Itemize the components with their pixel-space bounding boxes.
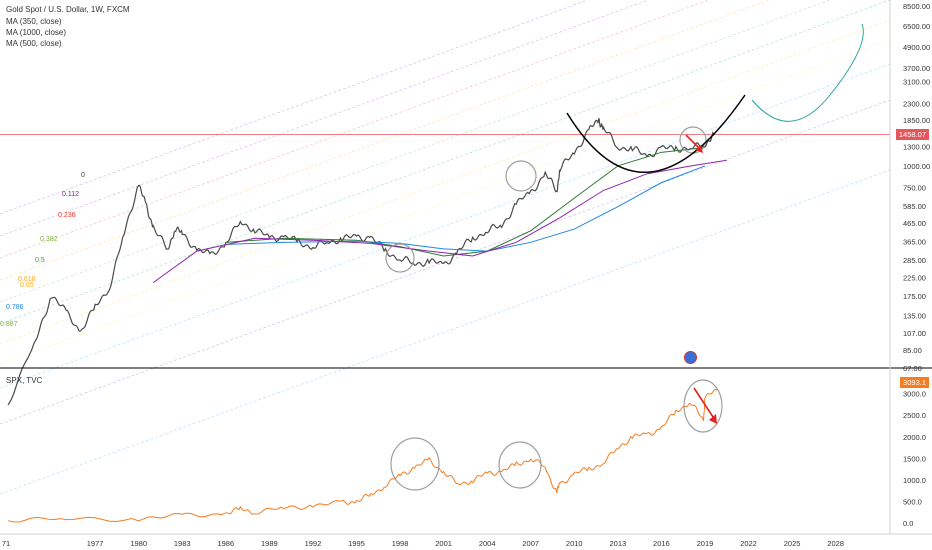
gold-y-tick-label: 175.00 <box>903 292 926 301</box>
x-tick-label: 1998 <box>392 539 409 548</box>
fib-channel-line <box>0 169 891 495</box>
x-tick-label: 1983 <box>174 539 191 548</box>
x-tick-label: 1989 <box>261 539 278 548</box>
spx-y-tick-label: 1000.0 <box>903 476 926 485</box>
gold-y-tick-label: 85.00 <box>903 346 922 355</box>
fib-level-label: 0.382 <box>40 236 58 243</box>
gold-y-tick-label: 3100.00 <box>903 77 930 86</box>
down-arrow-head <box>695 145 703 153</box>
x-tick-label: 2016 <box>653 539 670 548</box>
spx-panel <box>7 379 723 523</box>
fib-channel-line <box>0 0 831 303</box>
annotation-circle <box>390 437 440 491</box>
fib-level-label: 0.112 <box>62 191 79 198</box>
x-tick-label: 2007 <box>522 539 539 548</box>
annotation-circle <box>498 441 542 489</box>
down-arrow-head <box>709 414 717 424</box>
fib-level-label: 0.618 <box>18 276 36 283</box>
x-tick-label: 1995 <box>348 539 365 548</box>
gold-y-tick-label: 1850.00 <box>903 116 930 125</box>
gold-y-tick-label: 3700.00 <box>903 64 930 73</box>
rounding-bottom-curve <box>566 94 746 174</box>
fib-channel-line <box>0 63 891 389</box>
annotation-circle <box>385 243 415 273</box>
gold-y-tick-label: 1300.00 <box>903 142 930 151</box>
fib-channel-line <box>0 0 650 237</box>
gold-chart-title: Gold Spot / U.S. Dollar, 1W, FXCM <box>6 5 130 14</box>
gold-y-tick-label: 285.00 <box>903 256 926 265</box>
gold-y-tick-label: 1000.00 <box>903 162 930 171</box>
spx-y-tick-label: 3000.0 <box>903 390 926 399</box>
legend-ma-1000: MA (1000, close) <box>6 28 67 37</box>
x-tick-label: 71 <box>2 539 10 548</box>
fib-channel-line <box>0 0 891 325</box>
gold-y-tick-label: 8500.00 <box>903 2 930 11</box>
moving-average-line <box>152 159 727 284</box>
spx-last-price-tag: 3093.1 <box>900 377 929 388</box>
spx-chart-title: SPX, TVC <box>6 376 43 385</box>
fib-level-label: 0.236 <box>58 212 76 219</box>
spx-y-tick-label: 2500.0 <box>903 411 926 420</box>
x-tick-label: 2010 <box>566 539 583 548</box>
spx-y-tick-label: 2000.0 <box>903 433 926 442</box>
gold-y-tick-label: 2300.00 <box>903 100 930 109</box>
x-tick-label: 2022 <box>740 539 757 548</box>
legend-ma-350: MA (350, close) <box>6 17 62 26</box>
x-tick-label: 2001 <box>435 539 452 548</box>
legend-ma-500: MA (500, close) <box>6 39 62 48</box>
fib-channel-line <box>0 99 891 425</box>
fib-channel-line <box>0 0 589 215</box>
annotation-circle <box>505 160 537 192</box>
fib-level-label: 0.5 <box>35 257 45 264</box>
gold-y-tick-label: 225.00 <box>903 273 926 282</box>
spx-y-tick-label: 0.0 <box>903 519 913 528</box>
x-tick-label: 1986 <box>217 539 234 548</box>
gold-panel <box>0 23 890 406</box>
fib-level-label: 0 <box>81 172 85 179</box>
fib-channel-line <box>0 39 891 365</box>
gold-y-tick-label: 4900.00 <box>903 43 930 52</box>
spx-y-tick-label: 1500.0 <box>903 454 926 463</box>
x-tick-label: 2028 <box>827 539 844 548</box>
fib-level-label: 0.65 <box>20 282 34 289</box>
gold-y-tick-label: 107.00 <box>903 329 926 338</box>
fib-channel-line <box>0 0 710 259</box>
x-tick-label: 2013 <box>609 539 626 548</box>
event-flag-icon[interactable] <box>684 351 697 364</box>
fib-channel-line <box>0 19 891 345</box>
x-tick-label: 2004 <box>479 539 496 548</box>
x-tick-label: 2025 <box>784 539 801 548</box>
gold-y-tick-label: 750.00 <box>903 183 926 192</box>
fib-level-label: 0.887 <box>0 321 18 328</box>
annotation-circle <box>683 379 723 433</box>
x-tick-label: 1977 <box>87 539 104 548</box>
fib-channel-line <box>0 0 771 281</box>
projection-curve <box>751 23 864 122</box>
spx-y-tick-label: 500.0 <box>903 498 922 507</box>
gold-y-tick-label: 6500.00 <box>903 22 930 31</box>
gold-y-tick-label: 135.00 <box>903 312 926 321</box>
x-tick-label: 1980 <box>130 539 147 548</box>
gold-last-price-tag: 1458.07 <box>895 129 929 140</box>
spx-price-series <box>7 388 719 523</box>
down-arrow <box>693 387 716 421</box>
x-tick-label: 2019 <box>697 539 714 548</box>
gold-y-tick-label: 67.00 <box>903 364 922 373</box>
gold-y-tick-label: 365.00 <box>903 237 926 246</box>
x-tick-label: 1992 <box>305 539 322 548</box>
gold-y-tick-label: 465.00 <box>903 219 926 228</box>
fib-level-label: 0.786 <box>6 304 24 311</box>
gold-y-tick-label: 585.00 <box>903 202 926 211</box>
gold-price-series <box>7 118 715 406</box>
